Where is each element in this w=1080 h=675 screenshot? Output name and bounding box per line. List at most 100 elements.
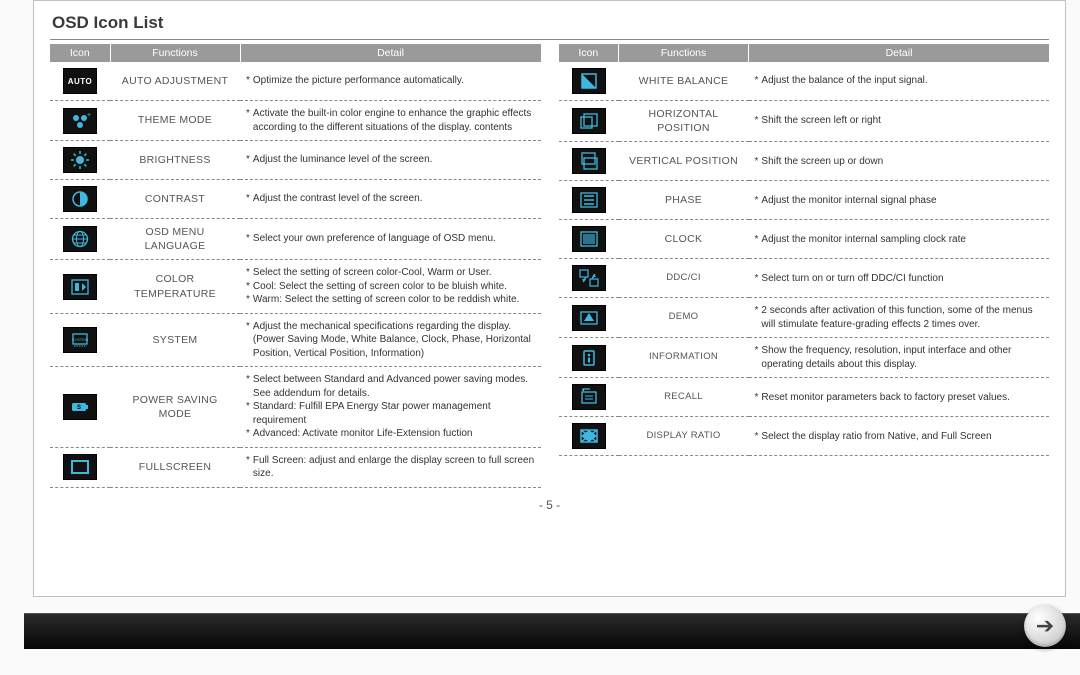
next-page-button[interactable]: ➔	[1024, 605, 1066, 647]
detail-cell: *Adjust the monitor internal sampling cl…	[749, 220, 1050, 259]
function-cell: Phase	[619, 181, 749, 220]
function-cell: Color Temperature	[110, 260, 240, 314]
table-row: Color Temperature*Select the setting of …	[50, 260, 541, 314]
th-icon: Icon	[50, 44, 110, 62]
detail-line: *Select the display ratio from Native, a…	[755, 430, 1044, 444]
fullscreen-icon	[63, 454, 97, 480]
theme-icon: +	[63, 108, 97, 134]
detail-line: *2 seconds after activation of this func…	[755, 304, 1044, 331]
icon-table-left: Icon Functions Detail AUTOAuto Adjustmen…	[50, 44, 541, 488]
detail-cell: *Reset monitor parameters back to factor…	[749, 378, 1050, 417]
bullet-star-icon: *	[755, 430, 759, 444]
detail-line: *Shift the screen left or right	[755, 114, 1044, 128]
detail-text: Full Screen: adjust and enlarge the disp…	[253, 454, 535, 481]
info-icon	[572, 345, 606, 371]
icon-cell	[559, 62, 619, 101]
icon-cell	[559, 220, 619, 259]
bullet-star-icon: *	[755, 391, 759, 405]
function-cell: Demo	[619, 298, 749, 338]
function-cell: Vertical Position	[619, 142, 749, 181]
bullet-star-icon: *	[755, 304, 759, 331]
detail-line: *Show the frequency, resolution, input i…	[755, 344, 1044, 371]
detail-text: Select the display ratio from Native, an…	[761, 430, 991, 444]
table-row: Clock *Adjust the monitor internal sampli…	[559, 220, 1050, 259]
detail-cell: *Select the setting of screen color-Cool…	[240, 260, 541, 314]
detail-cell: *Select your own preference of language …	[240, 219, 541, 260]
detail-cell: *Select between Standard and Advanced po…	[240, 367, 541, 448]
bullet-star-icon: *	[246, 280, 250, 294]
title-rule	[50, 39, 1049, 40]
function-cell: Recall	[619, 378, 749, 417]
detail-line: *Adjust the monitor internal sampling cl…	[755, 233, 1044, 247]
table-row: Display Ratio *Select the display ratio f…	[559, 417, 1050, 456]
function-cell: Fullscreen	[110, 447, 240, 487]
icon-cell	[559, 142, 619, 181]
detail-cell: *Adjust the contrast level of the screen…	[240, 180, 541, 219]
detail-cell: *Select turn on or turn off DDC/CI funct…	[749, 259, 1050, 298]
detail-line: *Activate the built-in color engine to e…	[246, 107, 535, 134]
function-cell: Display Ratio	[619, 417, 749, 456]
bullet-star-icon: *	[755, 155, 759, 169]
demo-icon	[572, 305, 606, 331]
detail-line: *Adjust the balance of the input signal.	[755, 74, 1044, 88]
th-icon: Icon	[559, 44, 619, 62]
function-cell: DDC/CI	[619, 259, 749, 298]
auto-icon: AUTO	[63, 68, 97, 94]
hpos-icon	[572, 108, 606, 134]
function-cell: Auto Adjustment	[110, 62, 240, 101]
recall-icon	[572, 384, 606, 410]
detail-text: Select turn on or turn off DDC/CI functi…	[761, 272, 943, 286]
detail-line: *Optimize the picture performance automa…	[246, 74, 535, 88]
th-detail: Detail	[749, 44, 1050, 62]
detail-line: *Warm: Select the setting of screen colo…	[246, 293, 535, 307]
table-row: White Balance*Adjust the balance of the …	[559, 62, 1050, 101]
columns-wrap: Icon Functions Detail AUTO Auto Adjustmen…	[50, 44, 1049, 488]
detail-line: *Adjust the luminance level of the scree…	[246, 153, 535, 167]
icon-cell	[50, 219, 110, 260]
detail-cell: *Select the display ratio from Native, a…	[749, 417, 1050, 456]
icon-cell	[50, 447, 110, 487]
phase-icon	[572, 187, 606, 213]
detail-text: Adjust the luminance level of the screen…	[253, 153, 433, 167]
detail-text: Adjust the balance of the input signal.	[761, 74, 927, 88]
bullet-star-icon: *	[755, 74, 759, 88]
detail-line: *Standard: Fulfill EPA Energy Star power…	[246, 400, 535, 427]
bullet-star-icon: *	[755, 344, 759, 371]
page-number: - 5 -	[50, 498, 1049, 512]
function-cell: Osd Menu Language	[110, 219, 240, 260]
icon-cell	[559, 101, 619, 142]
icon-cell	[559, 181, 619, 220]
table-row: SYSTEMSystem*Adjust the mechanical speci…	[50, 313, 541, 367]
table-row: AUTO Auto Adjustment *Optimize the picture…	[50, 62, 541, 101]
document-page: OSD Icon List Icon Functions Detail AUTO…	[33, 0, 1066, 597]
arrow-right-icon: ➔	[1036, 613, 1054, 639]
page-title: OSD Icon List	[50, 9, 1049, 39]
table-row: Contrast*Adjust the contrast level of th…	[50, 180, 541, 219]
icon-cell: AUTO	[50, 62, 110, 101]
detail-text: Select your own preference of language o…	[253, 232, 496, 246]
icon-cell	[50, 141, 110, 180]
function-cell: System	[110, 313, 240, 367]
icon-cell: S	[50, 367, 110, 448]
detail-cell: *Shift the screen left or right	[749, 101, 1050, 142]
function-cell: Horizontal Position	[619, 101, 749, 142]
detail-text: Optimize the picture performance automat…	[253, 74, 464, 88]
function-cell: Clock	[619, 220, 749, 259]
svg-text:+: +	[87, 112, 91, 119]
detail-cell: *Activate the built-in color engine to e…	[240, 101, 541, 141]
detail-text: Adjust the monitor internal sampling clo…	[761, 233, 966, 247]
th-functions: Functions	[110, 44, 240, 62]
icon-cell	[559, 378, 619, 417]
system-icon: SYSTEM	[63, 327, 97, 353]
icon-cell: +	[50, 101, 110, 141]
clock-icon	[572, 226, 606, 252]
detail-line: *Adjust the monitor internal signal phas…	[755, 194, 1044, 208]
table-row: Osd Menu Language*Select your own prefer…	[50, 219, 541, 260]
detail-line: *Shift the screen up or down	[755, 155, 1044, 169]
detail-cell: *Adjust the luminance level of the scree…	[240, 141, 541, 180]
detail-cell: *Optimize the picture performance automa…	[240, 62, 541, 101]
brightness-icon	[63, 147, 97, 173]
language-icon	[63, 226, 97, 252]
detail-text: Standard: Fulfill EPA Energy Star power …	[253, 400, 535, 427]
icon-table-right: Icon Functions Detail White Balance*Adju…	[559, 44, 1050, 456]
